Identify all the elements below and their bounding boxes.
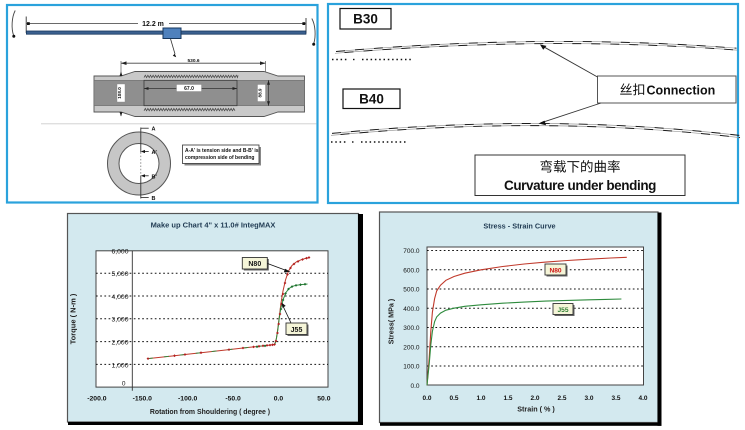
svg-text:300.0: 300.0	[403, 325, 420, 332]
svg-text:67.0: 67.0	[184, 86, 194, 92]
svg-text:Connection: Connection	[647, 83, 716, 97]
svg-text:1.0: 1.0	[476, 395, 485, 402]
svg-text:-150.0: -150.0	[133, 396, 152, 403]
svg-text:530.6: 530.6	[187, 58, 199, 64]
svg-text:2.5: 2.5	[557, 395, 566, 402]
svg-text:4,000: 4,000	[111, 294, 128, 301]
svg-text:3,000: 3,000	[111, 317, 128, 324]
svg-text:-200.0: -200.0	[87, 396, 106, 403]
svg-text:N80: N80	[549, 268, 561, 275]
svg-text:1,000: 1,000	[111, 362, 128, 369]
svg-text:Rotation from Shouldering ( d: Rotation from Shouldering ( degree )	[150, 409, 270, 416]
svg-text:Make up Chart 4" x 11.0# Int: Make up Chart 4" x 11.0# IntegMAX	[151, 221, 276, 230]
svg-text:108.0: 108.0	[117, 87, 122, 99]
svg-text:Strain ( % ): Strain ( % )	[517, 405, 555, 414]
svg-text:N80: N80	[248, 261, 261, 268]
svg-text:B40: B40	[359, 92, 384, 107]
svg-text:500.0: 500.0	[403, 287, 420, 294]
svg-text:Curvature under bending: Curvature under bending	[504, 178, 656, 193]
svg-text:B: B	[152, 196, 156, 202]
svg-text:3.5: 3.5	[611, 395, 620, 402]
svg-text:50.0: 50.0	[317, 396, 330, 403]
svg-text:A: A	[152, 127, 156, 133]
svg-text:0.0: 0.0	[274, 396, 284, 403]
svg-text:Stress( MPa ): Stress( MPa )	[387, 298, 396, 344]
svg-text:J55: J55	[557, 307, 568, 314]
svg-text:-50.0: -50.0	[225, 396, 241, 403]
svg-text:5,000: 5,000	[111, 271, 128, 278]
svg-text:2.0: 2.0	[530, 395, 539, 402]
svg-text:12.2 m: 12.2 m	[142, 21, 164, 28]
svg-text:J55: J55	[291, 327, 303, 334]
svg-text:700.0: 700.0	[403, 248, 420, 255]
svg-text:Stress - Strain Curve: Stress - Strain Curve	[483, 222, 555, 231]
svg-text:88.9: 88.9	[258, 88, 263, 97]
svg-text:400.0: 400.0	[403, 306, 420, 313]
svg-text:0.0: 0.0	[410, 383, 419, 390]
svg-text:A-A' is tension side and B-B': A-A' is tension side and B-B' is	[185, 148, 259, 154]
svg-text:B': B'	[152, 174, 158, 180]
svg-text:200.0: 200.0	[403, 344, 420, 351]
svg-text:Torque ( N-m ): Torque ( N-m )	[69, 293, 78, 344]
svg-text:0.0: 0.0	[422, 395, 431, 402]
svg-text:6,000: 6,000	[111, 248, 128, 255]
svg-text:1.5: 1.5	[503, 395, 512, 402]
svg-text:4.0: 4.0	[638, 395, 647, 402]
svg-text:compression side of bending: compression side of bending	[185, 155, 254, 161]
svg-text:0: 0	[122, 381, 126, 388]
svg-text:600.0: 600.0	[403, 267, 420, 274]
svg-text:A': A'	[152, 150, 158, 156]
svg-text:2,000: 2,000	[111, 340, 128, 347]
svg-text:B30: B30	[353, 12, 378, 27]
svg-text:0.5: 0.5	[449, 395, 458, 402]
svg-text:3.0: 3.0	[584, 395, 593, 402]
svg-text:-100.0: -100.0	[178, 396, 197, 403]
svg-text:100.0: 100.0	[403, 364, 420, 371]
